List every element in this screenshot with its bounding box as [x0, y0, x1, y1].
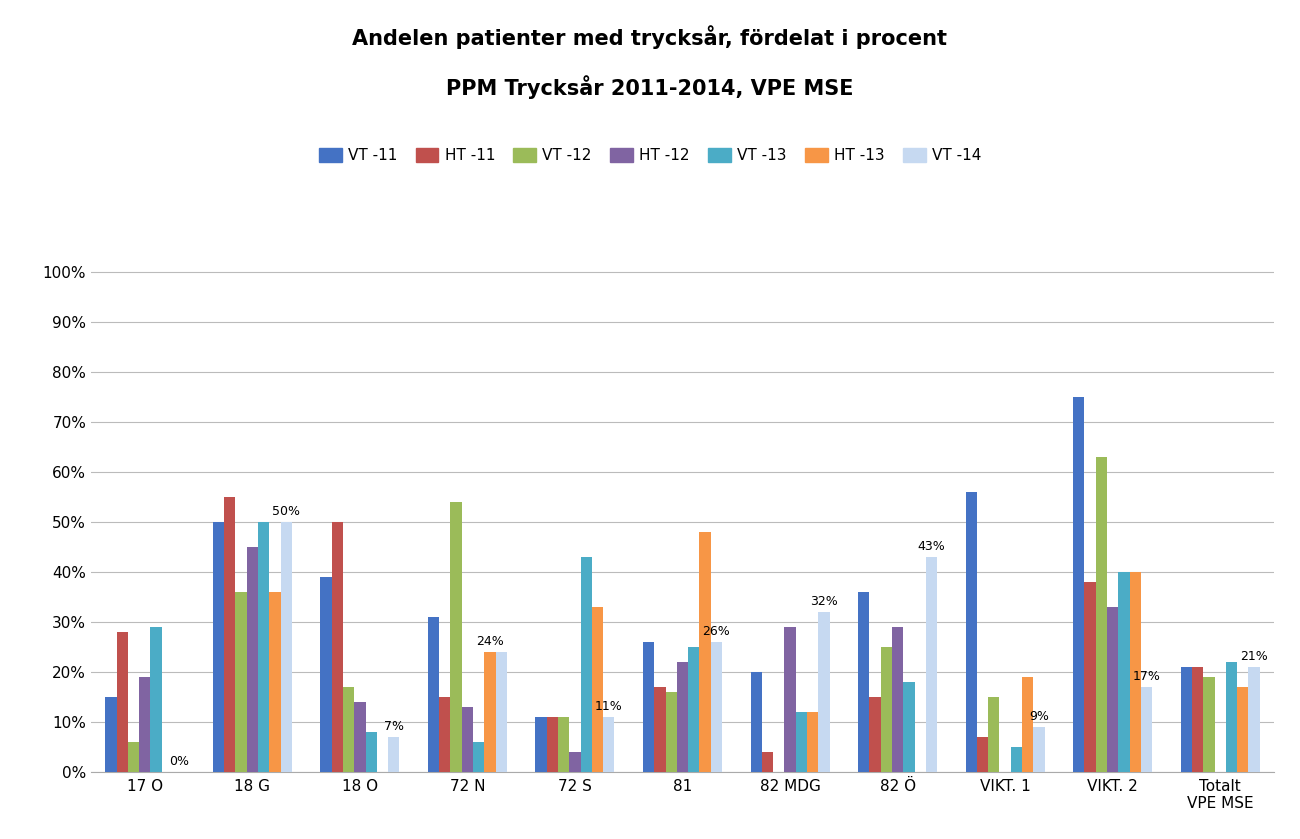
Bar [247, 547, 257, 772]
Bar [439, 697, 451, 772]
Text: Andelen patienter med trycksår, fördelat i procent: Andelen patienter med trycksår, fördelat… [352, 25, 948, 49]
Bar [644, 642, 654, 772]
Bar [858, 591, 870, 772]
Bar [536, 717, 547, 772]
Text: 0%: 0% [169, 755, 188, 768]
Bar [677, 662, 688, 772]
Bar [926, 557, 937, 772]
Bar [1011, 747, 1022, 772]
Bar [473, 742, 485, 772]
Bar [1141, 687, 1152, 772]
Bar [762, 752, 774, 772]
Bar [451, 502, 462, 772]
Bar [603, 717, 615, 772]
Bar [1084, 581, 1096, 772]
Bar [105, 697, 117, 772]
Text: 32%: 32% [810, 595, 837, 607]
Bar [592, 607, 603, 772]
Bar [389, 737, 399, 772]
Bar [818, 612, 829, 772]
Bar [892, 627, 903, 772]
Bar [1226, 662, 1238, 772]
Text: 11%: 11% [595, 700, 623, 713]
Text: 43%: 43% [918, 539, 945, 553]
Bar [1180, 667, 1192, 772]
Bar [976, 737, 988, 772]
Text: 24%: 24% [476, 635, 504, 648]
Bar [485, 652, 495, 772]
Legend: VT -11, HT -11, VT -12, HT -12, VT -13, HT -13, VT -14: VT -11, HT -11, VT -12, HT -12, VT -13, … [313, 142, 987, 169]
Bar [495, 652, 507, 772]
Bar [547, 717, 558, 772]
Bar [1130, 572, 1141, 772]
Bar [880, 647, 892, 772]
Bar [1192, 667, 1204, 772]
Bar [581, 557, 592, 772]
Bar [807, 711, 818, 772]
Bar [1204, 677, 1214, 772]
Text: 17%: 17% [1132, 670, 1161, 683]
Text: 26%: 26% [702, 625, 731, 638]
Text: 9%: 9% [1030, 710, 1049, 723]
Bar [711, 642, 722, 772]
Bar [1096, 456, 1108, 772]
Bar [365, 732, 377, 772]
Bar [428, 617, 439, 772]
Bar [1248, 667, 1260, 772]
Bar [320, 577, 332, 772]
Bar [1022, 677, 1034, 772]
Bar [870, 697, 880, 772]
Text: 21%: 21% [1240, 650, 1268, 663]
Bar [343, 687, 354, 772]
Bar [784, 627, 796, 772]
Bar [462, 706, 473, 772]
Bar [796, 711, 807, 772]
Bar [151, 627, 161, 772]
Bar [127, 742, 139, 772]
Bar [750, 672, 762, 772]
Bar [988, 697, 1000, 772]
Bar [1034, 727, 1045, 772]
Bar [966, 492, 976, 772]
Bar [1238, 687, 1248, 772]
Bar [1074, 397, 1084, 772]
Bar [1108, 607, 1118, 772]
Text: PPM Trycksår 2011-2014, VPE MSE: PPM Trycksår 2011-2014, VPE MSE [446, 76, 854, 99]
Bar [558, 717, 569, 772]
Bar [654, 687, 666, 772]
Bar [139, 677, 151, 772]
Text: 50%: 50% [272, 505, 300, 518]
Bar [569, 752, 581, 772]
Bar [224, 497, 235, 772]
Bar [1118, 572, 1130, 772]
Bar [269, 591, 281, 772]
Bar [235, 591, 247, 772]
Bar [666, 692, 677, 772]
Bar [699, 532, 711, 772]
Bar [332, 522, 343, 772]
Bar [117, 632, 127, 772]
Bar [213, 522, 224, 772]
Text: 7%: 7% [384, 720, 404, 733]
Bar [281, 522, 291, 772]
Bar [903, 682, 914, 772]
Bar [354, 702, 365, 772]
Bar [257, 522, 269, 772]
Bar [688, 647, 699, 772]
